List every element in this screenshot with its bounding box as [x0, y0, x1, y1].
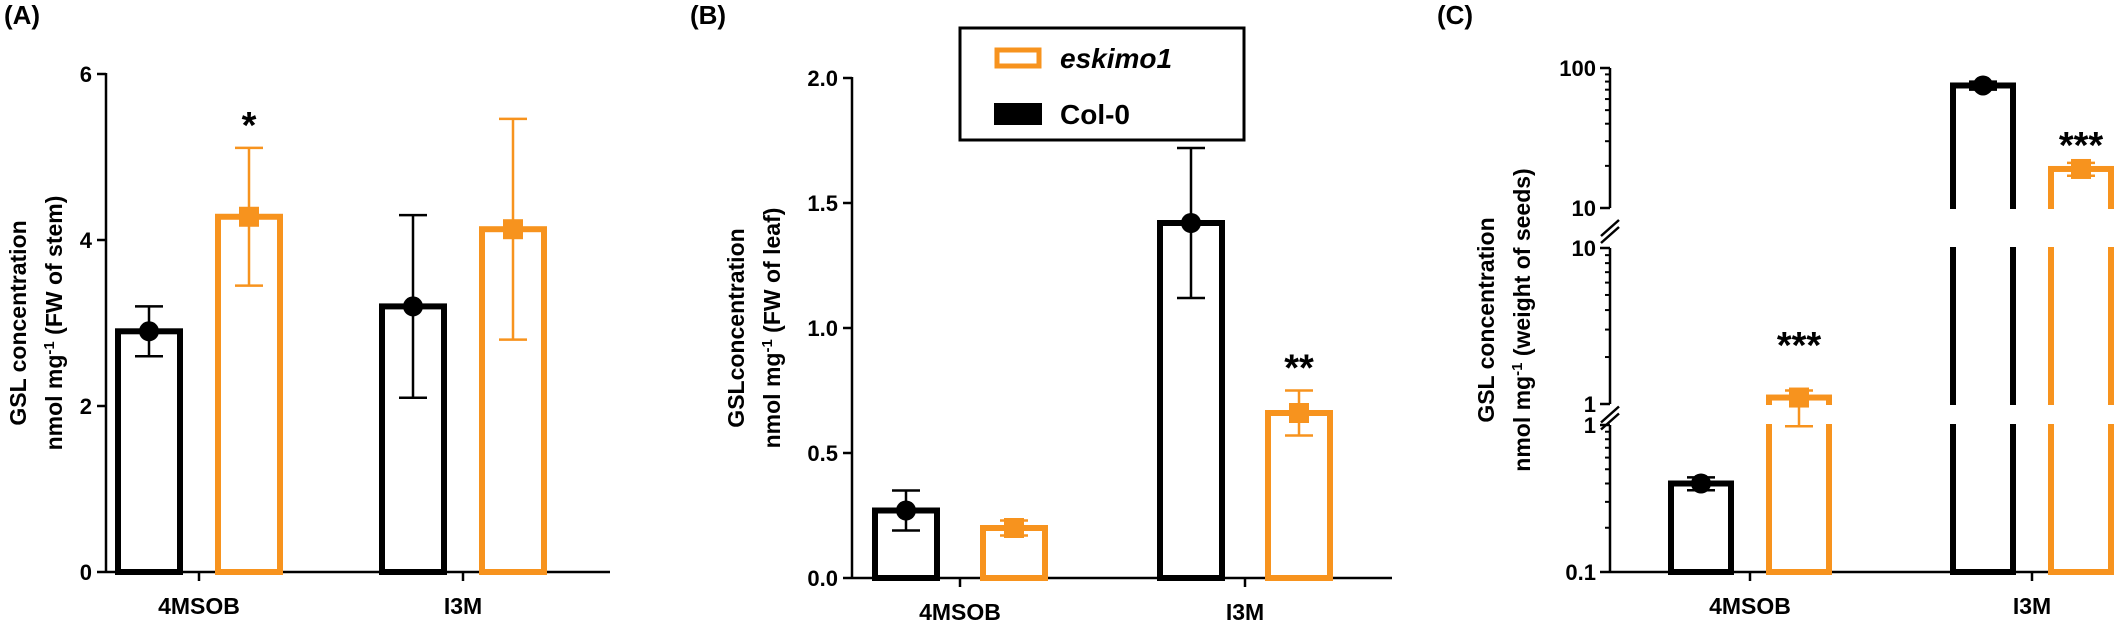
- panel-c-axis-break-b-1: [1600, 226, 1620, 244]
- panel-c-ytick-label-1: 1: [1584, 413, 1596, 438]
- panel-c-significance-1: ***: [2059, 125, 2104, 167]
- panel-c-bar-eskimo1-i3m-break-gap-0: [2046, 405, 2116, 424]
- panel-a-category-label-1: I3M: [444, 593, 482, 619]
- legend: eskimo1 Col-0: [958, 26, 1246, 142]
- panel-a-significance-0: *: [242, 105, 257, 147]
- panel-a-bar-col-0-i3m-marker: [403, 296, 423, 317]
- panel-b-label: (B): [690, 0, 726, 30]
- panel-c-axis-break-a-1: [1600, 219, 1620, 237]
- panel-a-ytick-label-0: 0: [80, 560, 92, 585]
- panel-c-axis-break-a-0: [1600, 405, 1620, 424]
- legend-swatch-col0: [994, 103, 1042, 125]
- panel-c-significance-0: ***: [1777, 325, 1822, 367]
- panel-c-ytick-label-0: 0.1: [1565, 560, 1596, 585]
- panel-c-bar-col-0-i3m-marker: [1973, 75, 1993, 96]
- panel-c-bar-eskimo1-4msob-marker: [1789, 387, 1809, 408]
- panel-c-category-label-0: 4MSOB: [1709, 593, 1791, 619]
- panel-b-ytick-label-3: 1.5: [807, 191, 838, 216]
- panel-a-y-axis-label-line1: GSL concentration: [5, 220, 31, 425]
- panel-b-bar-eskimo1-4msob-marker: [1004, 518, 1024, 538]
- panel-c-ytick-label-2: 1: [1584, 392, 1596, 417]
- panel-b-ytick-label-0: 0.0: [807, 566, 838, 591]
- panel-b-y-axis-label-line1: GSLconcentration: [723, 228, 749, 427]
- legend-swatch-eskimo1: [994, 47, 1042, 69]
- legend-label-0: eskimo1: [1060, 43, 1172, 74]
- panel-b-bar-eskimo1-i3m-marker: [1289, 403, 1309, 423]
- legend-label-1: Col-0: [1060, 99, 1130, 130]
- panel-c-bar-col-0-4msob: [1668, 480, 1734, 576]
- panel-b-bar-col-0-4msob-marker: [896, 500, 916, 521]
- panel-a-ytick-label-3: 6: [80, 62, 92, 87]
- panel-c-bar-col-0-i3m-break-gap-0: [1948, 405, 2018, 424]
- panel-c-bar-col-0-4msob-marker: [1691, 473, 1711, 494]
- panel-b-ytick-label-4: 2.0: [807, 66, 838, 91]
- panel-b-bar-eskimo1-i3m: [1265, 410, 1333, 581]
- panel-a-bar-eskimo1-4msob-marker: [239, 206, 259, 227]
- panel-c-bar-col-0-i3m: [1950, 82, 2016, 575]
- panel-c-category-label-1: I3M: [2013, 593, 2051, 619]
- panel-b-category-label-1: I3M: [1226, 599, 1264, 625]
- panel-a-ytick-label-2: 4: [80, 228, 93, 253]
- panel-b-y-axis-label-line2: nmol mg-1 (FW of leaf): [759, 208, 786, 449]
- panel-a-bar-col-0-4msob-marker: [139, 321, 159, 342]
- panel-a-y-axis-label-line2: nmol mg-1 (FW of stem): [41, 196, 68, 451]
- panel-a-ytick-label-1: 2: [80, 394, 92, 419]
- panel-b-ytick-label-1: 0.5: [807, 441, 838, 466]
- panel-c-ytick-label-5: 100: [1559, 56, 1596, 81]
- panel-a-label: (A): [4, 0, 40, 30]
- panel-a-bar-col-0-4msob: [115, 328, 183, 575]
- panel-a-bar-eskimo1-i3m-marker: [503, 219, 523, 240]
- panel-b-bar-col-0-i3m-marker: [1181, 213, 1201, 233]
- panel-c-bar-eskimo1-i3m-marker: [2071, 158, 2091, 179]
- panel-a-category-label-0: 4MSOB: [158, 593, 240, 619]
- panel-b-significance-0: **: [1284, 348, 1314, 390]
- panel-c-y-axis-label-line1: GSL concentration: [1473, 217, 1499, 422]
- panel-c-y-axis-label-line2: nmol mg-1 (weight of seeds): [1509, 168, 1536, 471]
- panel-c-axis-break-b-0: [1600, 412, 1620, 431]
- panel-b-category-label-0: 4MSOB: [919, 599, 1001, 625]
- panel-c-ytick-label-4: 10: [1572, 196, 1596, 221]
- panel-c-ytick-label-3: 10: [1572, 236, 1596, 261]
- panel-c-bar-col-0-i3m-break-gap-1: [1948, 209, 2018, 247]
- panel-b-ytick-label-2: 1.0: [807, 316, 838, 341]
- panel-c-label: (C): [1437, 0, 1473, 30]
- panel-c-bar-eskimo1-i3m-break-gap-1: [2046, 209, 2116, 247]
